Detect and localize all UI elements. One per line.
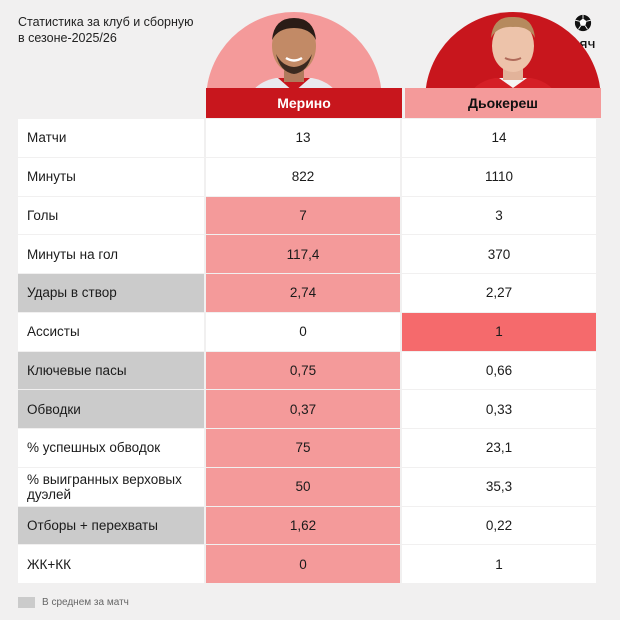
player-1-value: 2,74 (204, 274, 400, 313)
table-row: ЖК+КК 0 1 (18, 545, 602, 584)
stat-label: Отборы + перехваты (18, 506, 204, 546)
player-2-name: Дьокереш (405, 88, 601, 118)
stat-label: Обводки (18, 390, 204, 429)
stats-table: Матчи 13 14 Минуты 822 1110 Голы 7 3 Минуты на го… (18, 119, 602, 584)
table-row: % успешных обводок 75 23,1 (18, 429, 602, 468)
player-1-photo (206, 12, 382, 102)
player-2-value: 35,3 (400, 467, 596, 507)
stat-label: Ассисты (18, 312, 204, 352)
stat-label: % успешных обводок (18, 429, 204, 468)
player-1-value: 50 (204, 467, 400, 507)
player-1-value: 0 (204, 312, 400, 352)
player-1-value: 822 (204, 157, 400, 197)
player-1-value: 75 (204, 429, 400, 468)
player-1-value: 117,4 (204, 235, 400, 274)
stat-label: Матчи (18, 119, 204, 158)
page-title: Статистика за клуб и сборную в сезоне-20… (18, 14, 208, 46)
player-2-value: 0,22 (400, 506, 596, 546)
table-row: Матчи 13 14 (18, 119, 602, 158)
player-1-value: 13 (204, 119, 400, 158)
player-1-value: 0,37 (204, 390, 400, 429)
player-1-value: 0,75 (204, 351, 400, 391)
table-row: Удары в створ 2,74 2,27 (18, 274, 602, 313)
table-row: Голы 7 3 (18, 196, 602, 236)
legend: В среднем за матч (18, 597, 129, 608)
table-row: Отборы + перехваты 1,62 0,22 (18, 506, 602, 546)
legend-text: В среднем за матч (42, 597, 129, 608)
table-row: Минуты на гол 117,4 370 (18, 235, 602, 274)
stat-label: ЖК+КК (18, 545, 204, 584)
player-2-value: 23,1 (400, 429, 596, 468)
player-1-value: 0 (204, 545, 400, 584)
legend-swatch-icon (18, 597, 35, 608)
player-2-value: 14 (400, 119, 596, 158)
player-2-value: 2,27 (400, 274, 596, 313)
player-2-value: 1 (400, 545, 596, 584)
table-row: Обводки 0,37 0,33 (18, 390, 602, 429)
player-2-value: 0,33 (400, 390, 596, 429)
player-2-value: 0,66 (400, 351, 596, 391)
stat-label: Голы (18, 196, 204, 236)
player-2-value: 1 (400, 312, 596, 352)
table-row: Ассисты 0 1 (18, 312, 602, 352)
player-2-value: 3 (400, 196, 596, 236)
stat-label: % выигранных верховых дуэлей (18, 467, 204, 507)
stat-label: Удары в створ (18, 274, 204, 313)
title-line-2: в сезоне-2025/26 (18, 31, 117, 45)
player-2-value: 370 (400, 235, 596, 274)
stat-label: Минуты (18, 157, 204, 197)
player-1-value: 7 (204, 196, 400, 236)
stat-label: Ключевые пасы (18, 351, 204, 391)
football-icon (574, 14, 592, 32)
table-row: Минуты 822 1110 (18, 157, 602, 197)
title-line-1: Статистика за клуб и сборную (18, 15, 194, 29)
player-1-name: Мерино (206, 88, 402, 118)
stat-label: Минуты на гол (18, 235, 204, 274)
player-1-value: 1,62 (204, 506, 400, 546)
player-2-value: 1110 (400, 157, 596, 197)
table-row: % выигранных верховых дуэлей 50 35,3 (18, 467, 602, 507)
table-row: Ключевые пасы 0,75 0,66 (18, 351, 602, 391)
